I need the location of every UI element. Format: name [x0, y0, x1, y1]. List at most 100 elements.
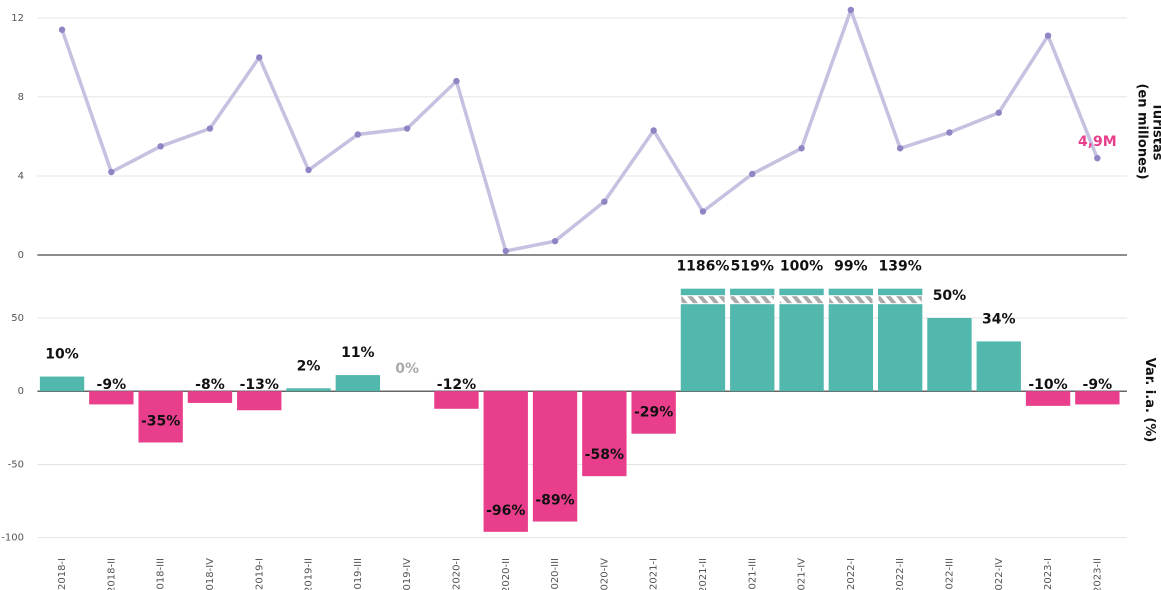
bar [286, 388, 331, 392]
value-label: -35% [141, 413, 180, 429]
point [847, 6, 855, 14]
value-label: -89% [535, 493, 574, 509]
x-tick-label: 2023-II [1092, 558, 1103, 590]
annotation: 4,9M [1078, 134, 1117, 150]
x-tick-label: 2022-IV [994, 558, 1005, 590]
point [256, 54, 263, 61]
point [896, 145, 904, 152]
point [551, 237, 559, 245]
point [453, 77, 460, 85]
value-label: -10% [1028, 377, 1067, 393]
value-label: 519% [731, 259, 774, 275]
x-tick-label: 2021-IV [797, 558, 808, 590]
value-label: 1186% [676, 259, 729, 275]
point [354, 131, 362, 138]
bar [582, 391, 627, 477]
axis-break [729, 295, 775, 305]
bar [730, 288, 775, 392]
value-label: -96% [486, 503, 525, 519]
bar [483, 391, 528, 532]
x-tick-label: 2021-I [649, 558, 660, 590]
point [1094, 154, 1101, 162]
point [58, 26, 66, 33]
x-tick-label: 2023-I [1043, 558, 1054, 590]
value-label: -8% [195, 377, 225, 393]
value-label: -12% [437, 377, 476, 393]
axis-break [877, 295, 923, 305]
x-tick-label: 2018-IV [205, 558, 216, 590]
point [1044, 32, 1052, 39]
bar [927, 317, 972, 392]
bar [828, 288, 874, 392]
point [403, 125, 411, 132]
bar [976, 341, 1021, 392]
bar [1025, 391, 1071, 406]
point [601, 198, 608, 205]
bar [532, 391, 578, 522]
bar [779, 288, 824, 392]
bar [335, 375, 381, 392]
x-tick-label: 2018-II [106, 558, 117, 590]
x-tick-label: 2021-III [747, 558, 758, 590]
x-tick-label: 2022-II [895, 558, 906, 590]
y-tick-label: 12 [11, 13, 24, 24]
value-label: 11% [341, 345, 375, 361]
value-label: 34% [982, 311, 1016, 327]
value-label: 2% [297, 358, 321, 374]
point [798, 145, 805, 152]
value-label: 10% [45, 347, 79, 363]
value-label: 99% [834, 259, 868, 275]
point [749, 170, 756, 178]
x-tick-label: 2020-II [501, 558, 512, 590]
y-axis-label: Turistas(en millones) [1135, 83, 1161, 179]
point [995, 109, 1002, 116]
point [502, 247, 509, 255]
bar [39, 376, 85, 392]
y-tick-label: 4 [18, 171, 24, 182]
bar [434, 391, 479, 409]
point [650, 127, 657, 134]
point [699, 208, 707, 215]
bar [1075, 391, 1120, 405]
x-tick-label: 2020-IV [599, 558, 610, 590]
y-tick-label: -50 [8, 459, 24, 470]
value-label: -58% [585, 447, 624, 463]
value-label: 0% [395, 361, 419, 377]
y-tick-label: 0 [18, 386, 24, 397]
y-tick-label: 50 [11, 313, 24, 324]
bar [631, 391, 676, 434]
x-tick-label: 2018-III [156, 558, 167, 590]
bar [680, 288, 726, 392]
x-tick-label: 2018-I [57, 558, 68, 590]
x-tick-label: 2019-I [254, 558, 265, 590]
x-tick-label: 2021-II [698, 558, 709, 590]
point [157, 143, 164, 150]
point [946, 129, 953, 136]
value-label: 139% [879, 259, 922, 275]
bar [138, 391, 183, 443]
x-tick-label: 2019-II [304, 558, 315, 590]
axis-break [680, 295, 726, 305]
value-label: -13% [240, 377, 279, 393]
x-tick-label: 2020-I [451, 558, 462, 590]
value-label: 100% [780, 259, 823, 275]
value-label: -29% [634, 405, 673, 421]
x-tick-label: 2019-III [353, 558, 364, 590]
y-axis-label: Var. i.a. (%) [1143, 358, 1158, 443]
value-label: -9% [97, 377, 127, 393]
y-tick-label: -100 [1, 533, 24, 544]
y-tick-label: 8 [18, 92, 24, 103]
point [206, 125, 214, 132]
bar [237, 391, 282, 411]
x-tick-label: 2022-III [944, 558, 955, 590]
x-tick-label: 2020-III [550, 558, 561, 590]
bar [89, 391, 134, 405]
axis-break [828, 295, 874, 305]
x-tick-label: 2019-IV [402, 558, 413, 590]
point [108, 168, 115, 176]
point [305, 166, 312, 174]
bar [877, 288, 923, 392]
axis-break [778, 295, 825, 305]
line [60, 8, 1099, 253]
